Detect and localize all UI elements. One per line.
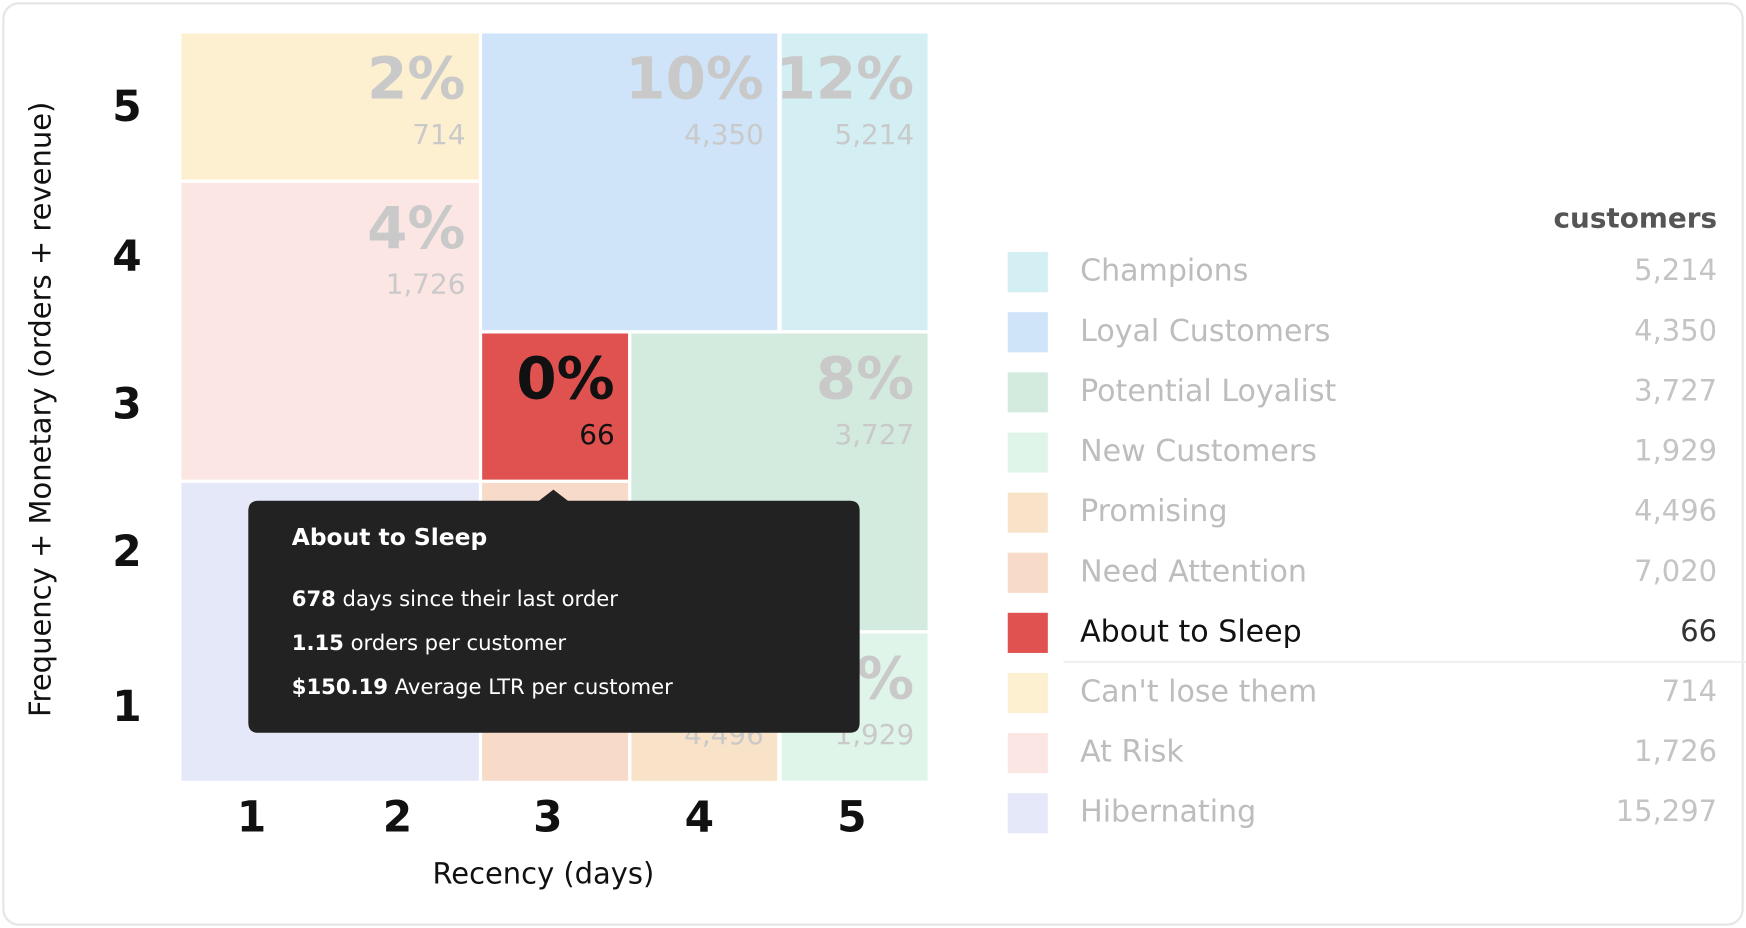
legend-count: 15,297 [1616,794,1717,828]
legend-count: 714 [1662,674,1717,708]
y-axis-label: 1 [112,682,141,731]
legend-swatch[interactable] [1007,492,1048,533]
tooltip: About to Sleep 678 days since their last o… [248,489,860,733]
legend-count: 4,496 [1634,494,1717,528]
legend: customers Champions 5,214 Loyal Customers 4,… [1007,202,1746,834]
y-axis-label: 2 [112,527,141,576]
tooltip-text: orders per customer [351,630,567,655]
cell-percent: 0% [516,345,614,413]
cell-percent: 8% [816,345,914,413]
cell-count: 5,214 [835,118,915,151]
legend-count: 3,727 [1634,373,1717,407]
cell-percent: 4% [367,194,465,262]
legend-swatch[interactable] [1007,252,1048,293]
y-axis-title: Frequency + Monetary (orders + revenue) [23,102,57,717]
legend-name[interactable]: Potential Loyalist [1080,374,1336,409]
legend-swatch[interactable] [1007,733,1048,774]
cell-count: 714 [412,118,465,151]
x-axis-title: Recency (days) [432,857,654,891]
legend-count: 5,214 [1634,253,1717,287]
legend-name[interactable]: Need Attention [1080,554,1307,589]
tooltip-line: $150.19 Average LTR per customer [292,674,673,699]
tooltip-value: 1.15 [292,630,344,655]
legend-swatch[interactable] [1007,672,1048,714]
legend-count: 66 [1680,614,1717,648]
legend-name[interactable]: Loyal Customers [1080,314,1330,349]
legend-swatch[interactable] [1007,372,1048,413]
x-axis-label: 4 [685,792,714,841]
y-axis-label: 3 [112,380,141,429]
x-axis-label: 3 [533,792,562,841]
legend-header: customers [1554,202,1718,235]
legend-name[interactable]: About to Sleep [1080,614,1302,649]
segment-cell[interactable] [181,33,479,180]
legend-swatch[interactable] [1007,432,1048,473]
tooltip-line: 678 days since their last order [292,586,619,611]
x-axis-label: 1 [237,792,266,841]
legend-name[interactable]: New Customers [1080,434,1317,469]
cell-count: 3,727 [835,418,915,451]
cell-count: 1,726 [386,268,466,301]
legend-name[interactable]: Promising [1080,494,1227,529]
cell-percent: 2% [367,45,465,113]
legend-count: 4,350 [1634,313,1717,347]
legend-name[interactable]: Champions [1080,254,1248,289]
tooltip-box [248,489,860,733]
legend-count: 1,726 [1634,734,1717,768]
legend-name[interactable]: Hibernating [1080,795,1256,830]
y-axis-label: 5 [112,82,141,131]
segment-cell[interactable] [482,333,629,480]
segment-cell[interactable] [181,182,479,480]
segment-cell[interactable] [482,33,778,331]
x-axis-label: 2 [383,792,412,841]
cell-count: 66 [579,418,614,451]
axes: 5 4 3 2 1 1 2 3 4 5 Recency (days) Frequency + Mone… [23,82,866,891]
x-axis-label: 5 [837,792,866,841]
segment-cell[interactable] [781,33,928,331]
tooltip-text: days since their last order [343,586,619,611]
tooltip-value: 678 [292,586,336,611]
tooltip-value: $150.19 [292,674,388,699]
cell-percent: 10% [625,45,764,113]
tooltip-title: About to Sleep [292,523,487,551]
cell-percent: 12% [776,45,915,113]
legend-name[interactable]: At Risk [1080,735,1184,770]
legend-name[interactable]: Can't lose them [1080,674,1317,709]
tooltip-text: Average LTR per customer [395,674,673,699]
legend-count: 7,020 [1634,554,1717,588]
legend-swatch[interactable] [1007,312,1048,353]
legend-swatch[interactable] [1007,552,1048,593]
legend-swatch[interactable] [1007,793,1048,834]
legend-swatch[interactable] [1007,612,1048,653]
legend-count: 1,929 [1634,433,1717,467]
tooltip-line: 1.15 orders per customer [292,630,567,655]
y-axis-label: 4 [112,231,141,280]
cell-count: 4,350 [684,118,764,151]
